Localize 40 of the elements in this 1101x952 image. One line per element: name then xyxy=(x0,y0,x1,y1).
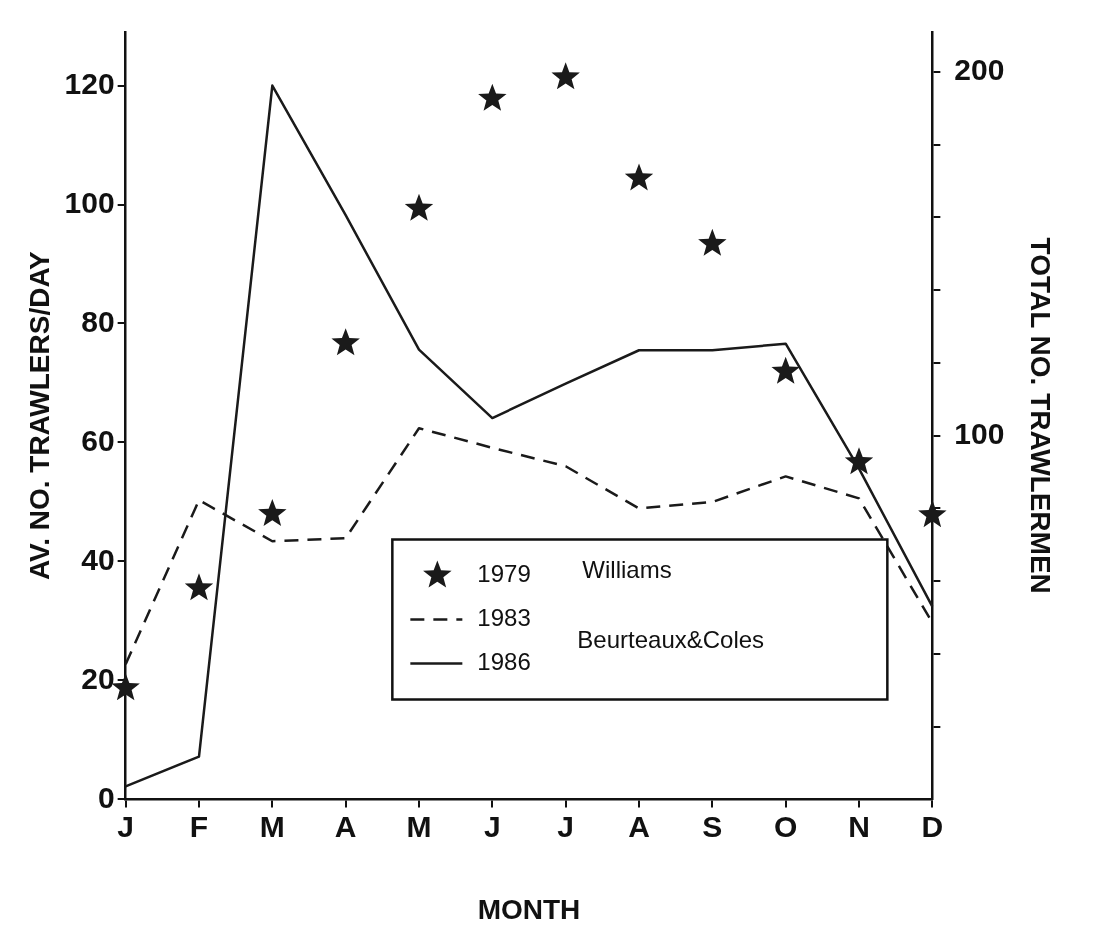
point xyxy=(331,328,360,356)
legend-label: 1983 xyxy=(477,604,531,632)
x-tick-label: F xyxy=(189,809,209,843)
annotation: Beurteaux&Coles xyxy=(577,626,765,654)
point xyxy=(624,163,654,191)
x-tick-label: O xyxy=(774,809,798,843)
y-tick-label: 120 xyxy=(64,66,115,100)
y-tick-label: 0 xyxy=(97,780,115,814)
y-tick-label: 80 xyxy=(81,304,115,338)
legend-label: 1986 xyxy=(477,648,531,676)
point xyxy=(844,447,874,475)
x-tick-label: A xyxy=(628,809,650,843)
y-tick-label: 60 xyxy=(81,423,115,457)
y-tick-label: 20 xyxy=(81,661,115,695)
x-tick-label: M xyxy=(259,809,285,843)
x-tick-label: J xyxy=(557,809,575,843)
point xyxy=(258,498,287,526)
x-tick-label: J xyxy=(483,809,501,843)
point xyxy=(404,193,434,221)
x-tick-label: A xyxy=(334,809,357,843)
y2-tick-label: 100 xyxy=(954,416,1005,450)
x-axis-title: MONTH xyxy=(477,893,581,925)
x-tick-label: M xyxy=(406,809,432,843)
y-tick-label: 100 xyxy=(64,185,115,219)
y2-axis-title: TOTAL NO. TRAWLERMEN xyxy=(1025,237,1057,594)
point xyxy=(698,228,727,256)
x-tick-label: J xyxy=(117,809,134,843)
point xyxy=(918,500,947,528)
x-tick-label: S xyxy=(702,809,723,843)
legend-label: 1979 xyxy=(477,560,531,588)
point xyxy=(771,356,800,384)
point xyxy=(184,573,214,601)
y-axis-title: AV. NO. TRAWLERS/DAY xyxy=(23,250,55,581)
y-tick-label: 40 xyxy=(81,542,115,576)
y2-tick-label: 200 xyxy=(954,53,1005,87)
x-tick-label: D xyxy=(921,809,944,843)
point xyxy=(478,83,507,111)
point xyxy=(551,62,580,90)
x-tick-label: N xyxy=(848,809,870,843)
annotation: Williams xyxy=(582,556,672,584)
